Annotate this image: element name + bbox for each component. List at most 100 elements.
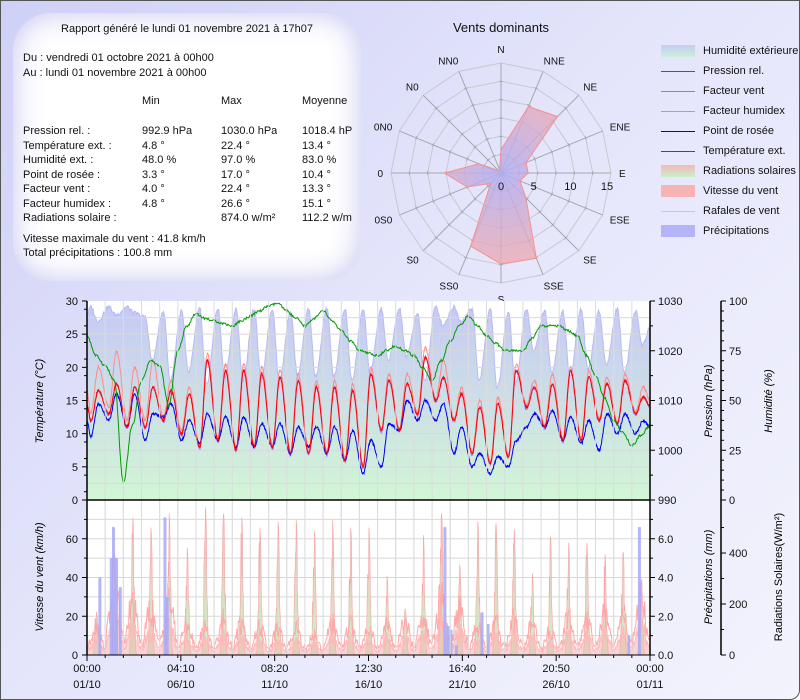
temperature-tick-label: 30 — [66, 296, 78, 308]
precipitation-bar — [98, 577, 102, 655]
radar-tick — [486, 184, 490, 188]
precipitation-bar — [486, 624, 490, 655]
legend-label: Facteur vent — [703, 85, 765, 97]
radar-tick — [484, 137, 490, 141]
radar-tick — [564, 106, 568, 110]
radar-point — [466, 186, 468, 188]
precipitation-axis-title: Précipitations (mm) — [703, 529, 715, 624]
stat-max: 97.0 % — [221, 154, 256, 166]
time-tick-label: 08:20 — [261, 663, 289, 675]
radar-tick — [564, 236, 568, 240]
humidity-tick-label: 100 — [729, 296, 747, 308]
date-tick-label: 16/10 — [355, 679, 383, 691]
stat-avg: 10.4 ° — [302, 168, 331, 181]
radar-tick — [473, 197, 477, 201]
legend-area-swatch — [661, 45, 695, 57]
radar-direction-label: NN0 — [438, 56, 458, 67]
radar-tick — [432, 142, 435, 147]
legend-label: Point de rosée — [703, 125, 774, 137]
legend-line-swatch — [661, 110, 695, 112]
radar-tick — [477, 120, 482, 124]
stat-min: 3.3 ° — [142, 168, 165, 181]
pressure-axis-title: Pression (hPa) — [703, 364, 715, 437]
radar-tick — [534, 87, 539, 90]
legend-line-swatch — [661, 130, 695, 132]
pressure-tick-label: 1030 — [658, 296, 682, 308]
radar-tick — [460, 210, 464, 214]
stat-min: 4.8 ° — [142, 139, 165, 152]
legend-line-swatch — [661, 210, 695, 212]
period-from: Du : vendredi 01 octobre 2021 à 00h00 — [23, 52, 214, 64]
legend-item: Pression rel. — [661, 61, 798, 81]
radar-direction-label: S0 — [406, 255, 419, 266]
stat-max: 874.0 w/m² — [221, 212, 276, 224]
radar-direction-label: ENE — [610, 122, 631, 133]
radar-tick — [584, 206, 587, 211]
humidity-tick-label: 75 — [729, 346, 741, 358]
period-to: Au : lundi 01 novembre 2021 à 00h00 — [23, 67, 207, 79]
legend-item: Facteur humidex — [661, 101, 798, 121]
temperature-tick-label: 0 — [72, 495, 78, 507]
axes: 0510152025309901000101010201030025507510… — [66, 296, 748, 691]
solar-tick-label: 0 — [729, 650, 735, 662]
legend-label: Radiations solaires — [703, 165, 796, 177]
stat-avg: 15.1 ° — [302, 197, 331, 210]
radar-tick — [432, 199, 435, 204]
wind-speed-area — [87, 599, 650, 655]
wind-gust-line — [87, 608, 650, 655]
stat-avg: 83.0 % — [302, 154, 337, 166]
legend-label: Précipitations — [703, 225, 770, 237]
radar-tick — [434, 236, 438, 240]
radar-tick — [491, 154, 497, 158]
radar-tick — [486, 158, 490, 162]
radar-direction-label: 0N0 — [374, 122, 393, 133]
date-tick-label: 06/10 — [167, 679, 195, 691]
precipitation-bar — [637, 527, 641, 655]
time-tick-label: 20:50 — [542, 663, 570, 675]
legend-item: Rafales de vent — [661, 201, 798, 221]
radar-tick — [465, 156, 469, 162]
radar-tick — [447, 119, 451, 123]
precipitation-bar — [118, 587, 122, 655]
legend-item: Vitesse du vent — [661, 181, 798, 201]
wind-tick-label: 0 — [72, 650, 78, 662]
legend-label: Facteur humidex — [703, 105, 785, 117]
humidex-line — [87, 346, 650, 467]
temperature-tick-label: 25 — [66, 329, 78, 341]
temperature-tick-label: 10 — [66, 429, 78, 441]
radar-point — [519, 180, 521, 182]
dewpoint-line — [87, 391, 650, 476]
legend-line-swatch — [661, 150, 695, 152]
stat-label: Pression rel. : — [23, 125, 91, 137]
radar-direction-label: 0S0 — [374, 216, 392, 227]
wind-tick-label: 60 — [66, 534, 78, 546]
humidity-tick-label: 0 — [729, 495, 735, 507]
stat-max: 22.4 ° — [221, 139, 250, 152]
radar-tick — [470, 104, 475, 107]
precipitation-bar — [115, 558, 119, 655]
radar-tick — [463, 256, 468, 259]
radar-tick — [447, 223, 451, 227]
stat-avg: 13.4 ° — [302, 139, 331, 152]
radar-tick — [415, 206, 418, 211]
time-tick-label: 00:00 — [636, 663, 664, 675]
precipitation-tick-label: 6.0 — [658, 534, 673, 546]
legend-label: Température ext. — [703, 145, 786, 157]
radar-tick — [448, 192, 452, 197]
radar-point — [469, 245, 472, 247]
radar-direction-label: NE — [583, 83, 597, 94]
solar-tick-label: 400 — [729, 548, 747, 560]
radar-tick — [550, 149, 554, 154]
precipitation-bar — [111, 527, 115, 655]
legend: Humidité extérieure Pression rel. Facteur … — [661, 41, 798, 241]
precipitation-bar — [446, 625, 450, 655]
radar-tick — [448, 149, 452, 154]
legend-line-swatch — [661, 70, 695, 72]
stat-max: 22.4 ° — [221, 183, 250, 195]
radar-point — [443, 172, 446, 174]
stat-label: Radiations solaire : — [23, 212, 117, 224]
radar-tick — [463, 87, 468, 90]
legend-item: Humidité extérieure — [661, 41, 798, 61]
